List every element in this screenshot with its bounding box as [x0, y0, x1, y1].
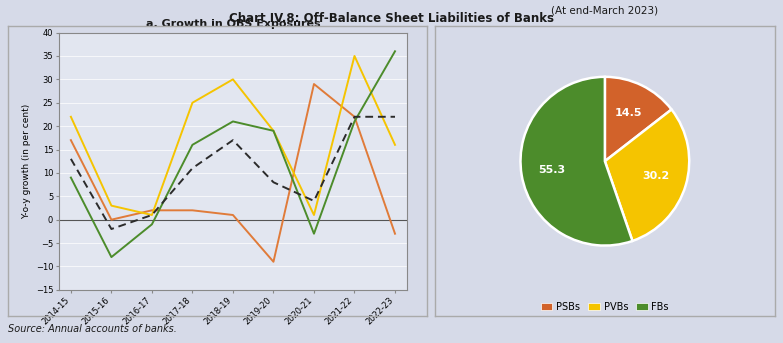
Text: 30.2: 30.2	[643, 172, 669, 181]
Title: a. Growth in OBS Exposures: a. Growth in OBS Exposures	[146, 19, 320, 29]
Wedge shape	[604, 109, 689, 241]
Text: 55.3: 55.3	[539, 165, 565, 175]
Text: Source: Annual accounts of banks.: Source: Annual accounts of banks.	[8, 324, 177, 334]
Wedge shape	[521, 77, 633, 246]
Y-axis label: Y-o-y growth (in per cent): Y-o-y growth (in per cent)	[23, 104, 31, 219]
Text: 14.5: 14.5	[615, 108, 642, 118]
Legend: PSBs, PVBs, FBs: PSBs, PVBs, FBs	[537, 298, 673, 316]
Text: Chart IV.8: Off-Balance Sheet Liabilities of Banks: Chart IV.8: Off-Balance Sheet Liabilitie…	[229, 12, 554, 25]
Text: (At end-March 2023): (At end-March 2023)	[551, 6, 659, 16]
Wedge shape	[604, 77, 672, 161]
